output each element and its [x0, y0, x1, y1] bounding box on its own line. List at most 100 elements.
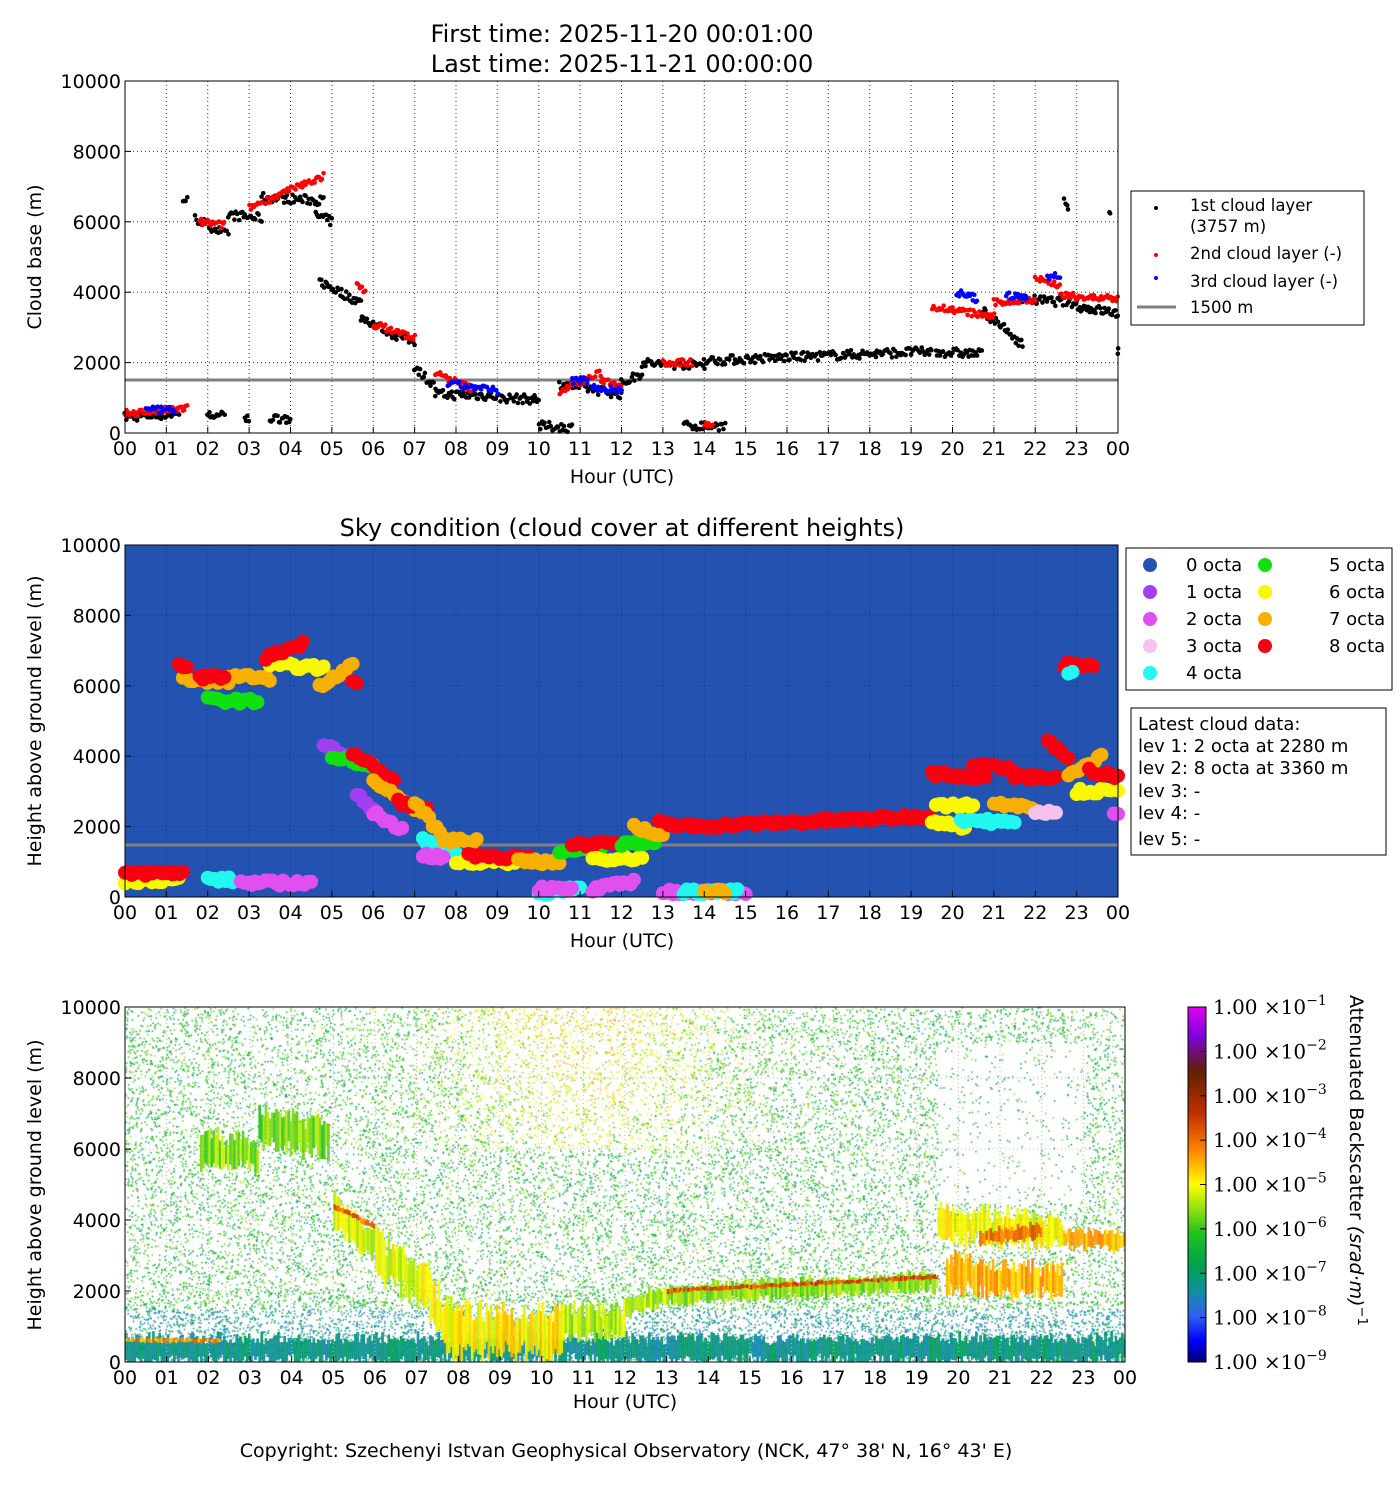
backscatter-cell [1022, 1342, 1026, 1359]
backscatter-cell [656, 1336, 659, 1360]
backscatter-cell [189, 1338, 193, 1342]
backscatter-cell [337, 1205, 341, 1212]
cloud-layer1-point [291, 200, 297, 205]
backscatter-cell [854, 1280, 857, 1284]
backscatter-cell [985, 1266, 989, 1300]
cloud-layer1-point [817, 349, 823, 355]
backscatter-cell [733, 1284, 737, 1299]
cloud-layer3-point [1021, 293, 1027, 298]
backscatter-cell [160, 1343, 164, 1362]
backscatter-cell [577, 1339, 580, 1362]
octa-8-point [1086, 659, 1101, 674]
backscatter-cell [777, 1335, 780, 1362]
cloud-layer1-point [847, 351, 852, 357]
backscatter-cell [1087, 1337, 1091, 1357]
y-tick-label: 10000 [61, 71, 121, 93]
backscatter-cell [1031, 1224, 1034, 1242]
backscatter-cell [293, 1341, 297, 1362]
cloud-layer1-point [321, 285, 327, 290]
backscatter-cell [866, 1340, 870, 1362]
backscatter-cell [572, 1337, 576, 1353]
x-tick-label: 09 [485, 902, 509, 924]
backscatter-cell [960, 1257, 964, 1296]
legend-layer1: 1st cloud layer [1190, 196, 1312, 215]
backscatter-cell [1037, 1224, 1041, 1234]
colorbar-tick-label: 1.00 ×10−4 [1213, 1126, 1327, 1152]
backscatter-cell [931, 1337, 934, 1362]
backscatter-cell [200, 1342, 203, 1362]
backscatter-cell [1041, 1267, 1045, 1287]
cloud-layer1-point [1020, 344, 1025, 349]
backscatter-cell [368, 1335, 372, 1359]
backscatter-cell [831, 1277, 834, 1294]
backscatter-cell [479, 1299, 482, 1356]
backscatter-cell [435, 1338, 439, 1358]
backscatter-cell [935, 1276, 939, 1289]
backscatter-cell [208, 1129, 212, 1165]
backscatter-cell [268, 1338, 272, 1362]
backscatter-cell [1054, 1271, 1057, 1298]
legend-marker-layer1 [1154, 206, 1158, 210]
backscatter-cell [135, 1334, 139, 1358]
backscatter-cell [700, 1333, 703, 1361]
colorbar-label: Attenuated Backscatter (srad·m)−1 [1345, 995, 1369, 1326]
backscatter-cell [1062, 1230, 1066, 1247]
backscatter-cell [789, 1278, 793, 1300]
backscatter-cell [1043, 1219, 1047, 1243]
backscatter-cell [962, 1340, 966, 1357]
cloud-layer1-point [259, 194, 264, 199]
backscatter-cell [945, 1258, 949, 1296]
octa-legend-label: 8 octa [1329, 636, 1385, 657]
cloud-layer2-point [965, 312, 970, 318]
cloud-layer1-point [281, 200, 287, 206]
backscatter-cell [689, 1285, 693, 1304]
backscatter-cell [318, 1340, 322, 1362]
backscatter-cell [410, 1338, 414, 1362]
backscatter-cell [1039, 1227, 1043, 1237]
backscatter-cell [614, 1302, 618, 1335]
backscatter-cell [406, 1264, 409, 1298]
backscatter-cell [654, 1291, 657, 1305]
backscatter-cell [425, 1342, 428, 1361]
backscatter-cell [458, 1344, 462, 1362]
backscatter-cell [675, 1285, 678, 1304]
backscatter-cell [677, 1286, 680, 1305]
plot1-xlabel: Hour (UTC) [570, 466, 674, 488]
backscatter-cell [518, 1321, 522, 1353]
cloud-layer1-point [760, 359, 766, 365]
backscatter-cell [1031, 1258, 1034, 1293]
octa-legend-label: 2 octa [1186, 609, 1242, 630]
backscatter-cell [731, 1286, 734, 1290]
y-tick-label: 0 [109, 423, 121, 445]
x-tick-label: 00 [113, 438, 137, 460]
backscatter-cell [1077, 1337, 1080, 1362]
cloud-layer1-point [511, 399, 517, 404]
cloud-layer1-point [256, 212, 261, 217]
backscatter-cell [200, 1134, 203, 1172]
backscatter-cell [172, 1341, 176, 1362]
backscatter-cell [935, 1337, 939, 1358]
backscatter-cell [962, 1262, 966, 1298]
backscatter-cell [237, 1132, 241, 1166]
backscatter-cell [395, 1339, 399, 1362]
backscatter-cell [514, 1320, 518, 1362]
backscatter-cell [720, 1340, 724, 1356]
backscatter-cell [825, 1280, 828, 1286]
backscatter-cell [735, 1285, 739, 1289]
backscatter-cell [968, 1219, 972, 1245]
backscatter-cell [883, 1277, 887, 1282]
backscatter-cell [397, 1248, 401, 1282]
backscatter-cell [956, 1253, 959, 1290]
backscatter-cell [354, 1333, 357, 1361]
backscatter-cell [1054, 1338, 1057, 1357]
backscatter-cell [956, 1342, 959, 1359]
backscatter-cell [295, 1111, 299, 1151]
backscatter-cell [679, 1331, 682, 1358]
backscatter-cell [1066, 1334, 1070, 1362]
cloud-layer3-point [159, 404, 164, 410]
colorbar-tick-label: 1.00 ×10−2 [1213, 1037, 1327, 1063]
backscatter-cell [375, 1331, 378, 1362]
backscatter-cell [981, 1259, 984, 1298]
backscatter-cell [597, 1333, 601, 1362]
backscatter-cell [850, 1279, 853, 1283]
